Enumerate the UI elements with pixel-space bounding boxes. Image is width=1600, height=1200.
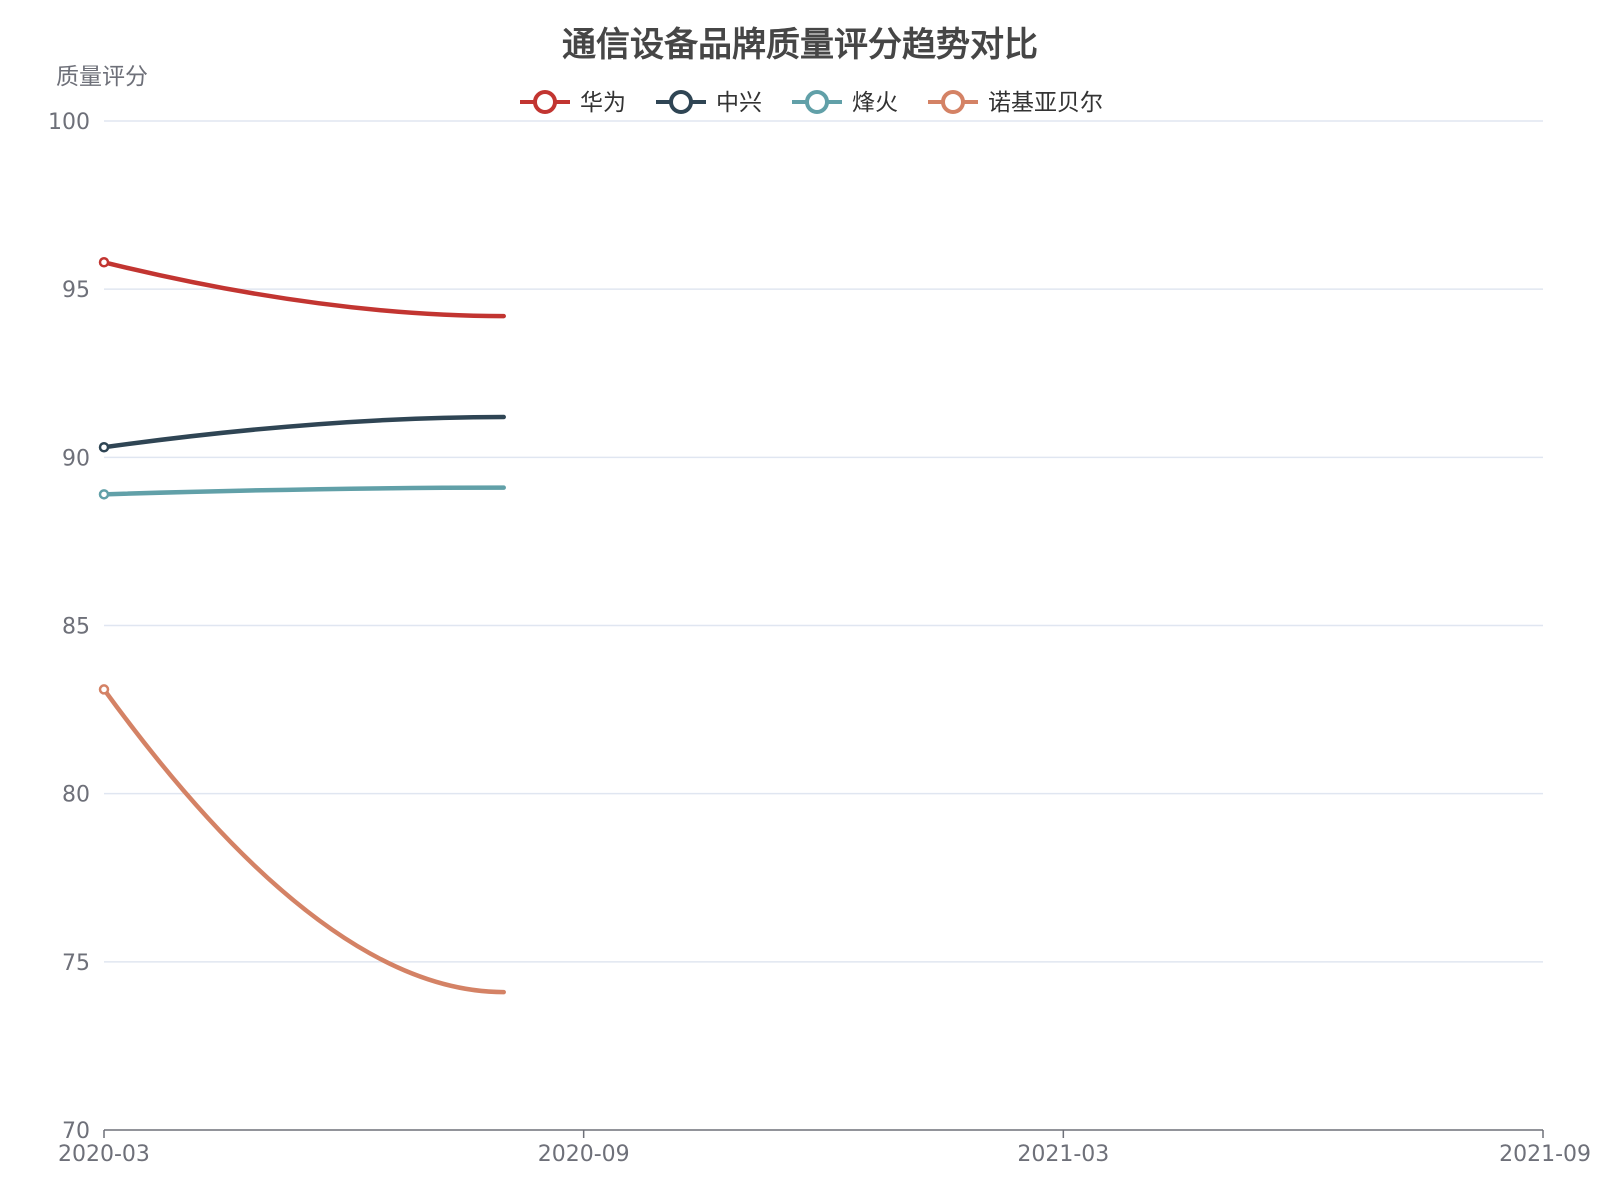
x-tick-label: 2021-03 [1017,1142,1109,1167]
y-tick-label: 95 [62,278,90,303]
chart-title: 通信设备品牌质量评分趋势对比 [562,25,1038,65]
legend-item[interactable]: 诺基亚贝尔 [928,90,1103,116]
y-tick-label: 70 [62,1119,90,1144]
legend-circle-icon [669,90,693,114]
data-point[interactable] [98,441,110,453]
series-line [101,485,506,497]
series-line [101,414,506,450]
legend-circle-icon [805,90,829,114]
legend-label: 烽火 [852,90,898,116]
y-tick-label: 85 [62,615,90,640]
y-tick-label: 80 [62,783,90,808]
x-tick-label: 2021-09 [1499,1142,1591,1167]
legend: 华为 中兴 烽火 诺基亚贝尔 [520,90,1103,116]
data-point[interactable] [98,257,110,268]
x-axis-ticks: 2020-03 2020-09 2021-03 2021-09 [58,1130,1591,1167]
legend-item[interactable]: 中兴 [656,90,762,116]
data-point[interactable] [98,684,110,695]
y-axis-label: 质量评分 [56,64,148,90]
data-point[interactable] [98,489,110,500]
legend-item[interactable]: 华为 [520,90,626,116]
series-line [101,260,506,319]
y-tick-label: 75 [62,951,90,976]
legend-circle-icon [533,90,557,114]
grid-lines [104,120,1543,963]
legend-label: 中兴 [716,90,762,116]
x-tick-label: 2020-09 [538,1142,630,1167]
series-line [101,687,506,995]
legend-item[interactable]: 烽火 [792,90,898,116]
series-lines [98,257,506,995]
y-tick-label: 90 [62,446,90,471]
legend-circle-icon [941,90,965,114]
y-axis-ticks: 70 75 80 85 90 95 100 [48,110,90,1144]
y-tick-label: 100 [48,110,90,135]
x-tick-label: 2020-03 [58,1142,150,1167]
legend-label: 诺基亚贝尔 [988,90,1103,116]
legend-label: 华为 [580,90,626,116]
